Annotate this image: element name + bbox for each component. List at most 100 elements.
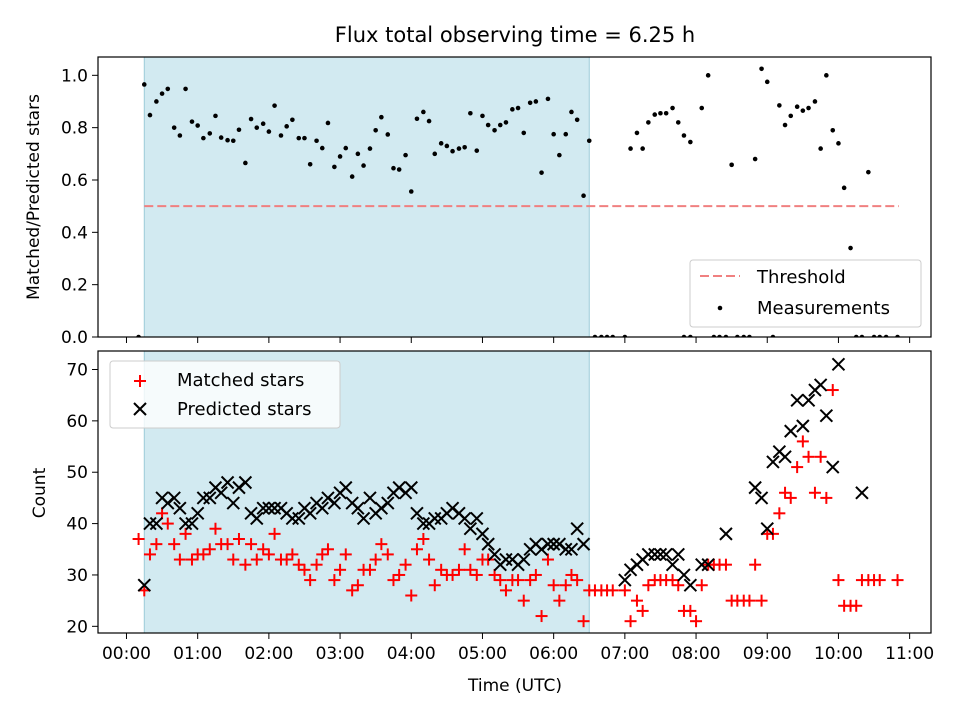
measurement-point: [284, 124, 289, 129]
predicted-point: [695, 557, 709, 572]
predicted-point: [653, 547, 668, 562]
matched-point: [334, 563, 347, 576]
measurement-point: [640, 146, 645, 151]
matched-point: [250, 553, 263, 566]
measurement-point: [777, 103, 782, 108]
measurement-point: [438, 141, 444, 146]
predicted-point: [618, 573, 632, 587]
predicted-point: [677, 568, 691, 582]
measurement-point: [314, 138, 319, 144]
predicted-point: [470, 511, 484, 526]
bottom-axes-frame: [97, 350, 932, 634]
matched-point: [636, 604, 649, 617]
measurement-point: [794, 104, 800, 110]
top-legend: Threshold Measurements: [689, 259, 922, 328]
measurement-point: [236, 127, 242, 133]
matched-point: [499, 584, 512, 597]
predicted-point: [190, 506, 205, 521]
top-y-axis-label: Matched/Predicted stars: [24, 94, 44, 300]
measurement-point: [848, 245, 853, 251]
predicted-point: [416, 516, 431, 531]
xtick-label: 02:00: [244, 644, 293, 664]
matched-point: [642, 579, 655, 592]
measurement-point: [195, 123, 200, 128]
measurement-point: [243, 160, 248, 166]
matched-point: [257, 543, 270, 556]
measurement-point: [450, 148, 455, 154]
measurement-point: [272, 103, 277, 108]
matched-point: [232, 533, 245, 545]
predicted-point: [173, 501, 187, 515]
matched-point: [262, 548, 275, 561]
bottom-ytick-label: 30: [66, 566, 88, 586]
predicted-point: [487, 547, 502, 562]
predicted-point: [559, 542, 573, 556]
predicted-point: [339, 480, 353, 495]
measurement-point: [379, 114, 384, 120]
measurement-point: [337, 154, 343, 159]
measurement-point: [141, 82, 147, 87]
measurement-point: [836, 141, 841, 146]
matched-point: [417, 533, 430, 545]
measurement-point: [355, 151, 361, 157]
measurement-point: [764, 79, 770, 85]
chart-title: Flux total observing time = 6.25 h: [335, 23, 695, 47]
matched-point: [185, 553, 198, 566]
matched-point: [802, 450, 815, 463]
measurement-point: [485, 122, 491, 128]
matched-point: [470, 568, 483, 581]
predicted-point: [826, 460, 840, 474]
matched-point: [298, 563, 311, 576]
top-ytick-label: 0.2: [61, 276, 88, 296]
measurement-point: [812, 99, 818, 104]
matched-point: [339, 548, 352, 561]
predicted-point: [238, 475, 253, 490]
matched-point: [363, 563, 376, 576]
measurement-point: [296, 135, 302, 141]
predicted-point: [778, 450, 792, 464]
measurement-point: [307, 161, 313, 167]
predicted-point: [149, 516, 164, 531]
predicted-point: [754, 491, 769, 505]
measurement-point: [154, 99, 159, 104]
predicted-point: [701, 557, 715, 572]
predicted-point: [517, 552, 531, 567]
matched-point: [435, 563, 448, 576]
matched-point: [197, 548, 210, 561]
measurement-point: [510, 107, 515, 112]
measurement-point: [248, 116, 254, 122]
measurement-point: [332, 164, 337, 170]
matched-point: [541, 553, 554, 566]
matched-point: [820, 491, 833, 504]
predicted-point: [143, 516, 157, 531]
measurement-point: [468, 110, 473, 116]
matched-point: [280, 553, 293, 566]
matched-point: [808, 486, 821, 499]
matched-point: [571, 574, 584, 587]
measurement-point: [385, 132, 391, 137]
measurement-point: [361, 163, 366, 168]
matched-point: [547, 579, 560, 592]
bottom-plot-area: 20 30 40 50 60 70 00:00 01:00 02:00 03:00 04:00 05:…: [66, 350, 934, 664]
predicted-point: [363, 491, 377, 505]
measurement-point: [319, 145, 325, 151]
measurement-point: [503, 120, 509, 125]
measurement-point: [841, 185, 847, 191]
predicted-point: [351, 501, 365, 515]
measurement-point: [218, 135, 224, 140]
top-legend-box: [689, 259, 922, 328]
matched-point: [535, 610, 548, 623]
xtick-label: 07:00: [600, 644, 649, 664]
measurement-point: [497, 122, 503, 128]
measurement-point: [688, 139, 693, 145]
matched-point: [624, 615, 637, 628]
bottom-legend-box: [109, 360, 341, 429]
measurement-point: [349, 174, 355, 179]
measurement-point: [456, 146, 462, 151]
measurement-point: [670, 105, 675, 111]
matched-point: [143, 548, 156, 561]
predicted-point: [671, 547, 685, 562]
measurement-point: [569, 109, 574, 115]
measurement-point: [213, 113, 218, 119]
predicted-point: [220, 475, 235, 490]
